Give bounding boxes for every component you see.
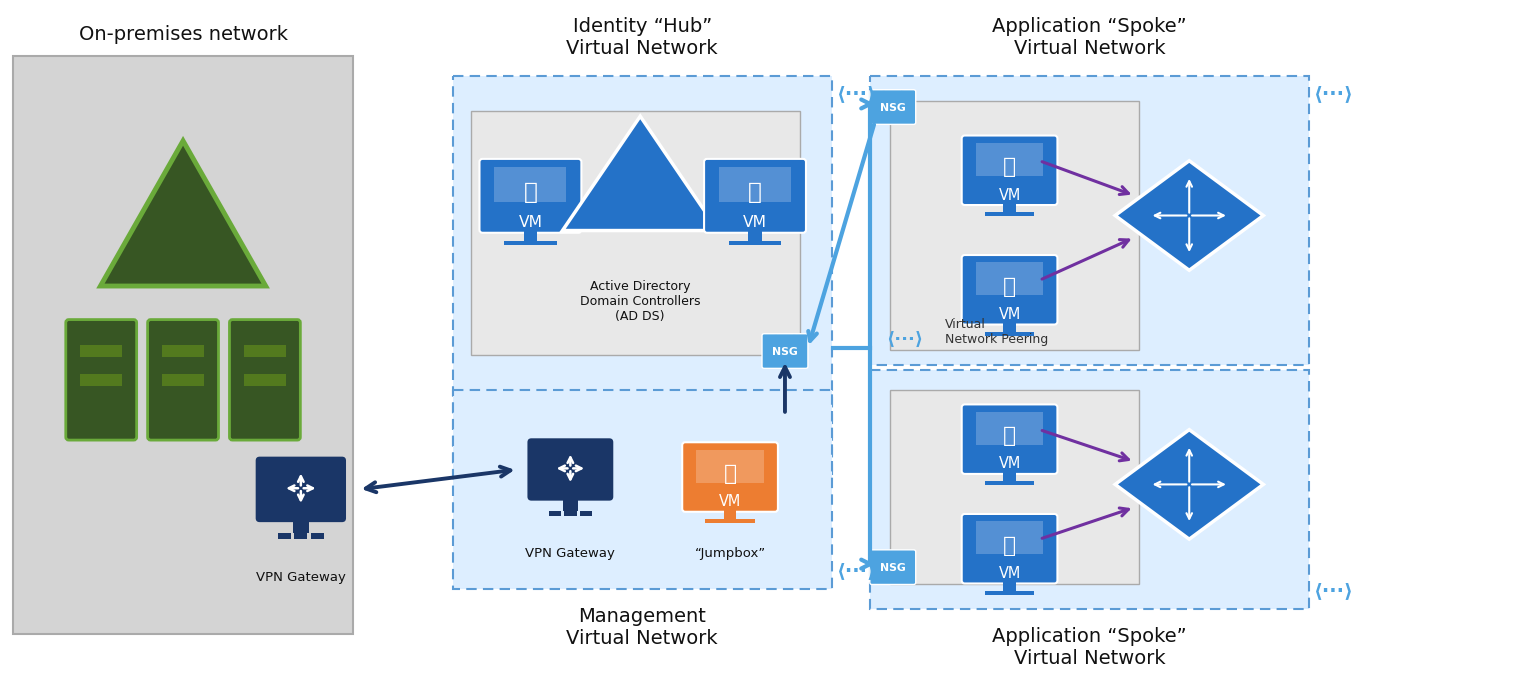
Text: ⟨···⟩: ⟨···⟩	[837, 84, 876, 104]
FancyBboxPatch shape	[147, 319, 218, 440]
Bar	[718, 167, 791, 202]
Bar	[523, 229, 537, 241]
Text: ⎕: ⎕	[748, 181, 761, 204]
Bar	[494, 167, 566, 202]
Text: Virtual
Network Peering: Virtual Network Peering	[944, 318, 1048, 346]
Polygon shape	[562, 116, 718, 231]
Text: ⎕: ⎕	[1002, 157, 1016, 177]
FancyBboxPatch shape	[962, 514, 1058, 584]
Bar	[453, 390, 832, 589]
Text: Active Directory
Domain Controllers
(AD DS): Active Directory Domain Controllers (AD …	[580, 281, 700, 323]
Text: ⎕: ⎕	[523, 181, 537, 204]
FancyBboxPatch shape	[479, 159, 582, 233]
Text: VM: VM	[519, 215, 542, 229]
Bar	[565, 511, 577, 516]
Text: ⎕: ⎕	[1002, 276, 1016, 297]
Text: NSG: NSG	[880, 103, 906, 112]
Text: VM: VM	[998, 307, 1021, 322]
Text: ⟨···⟩: ⟨···⟩	[837, 562, 876, 581]
Text: VM: VM	[718, 494, 741, 509]
Bar	[1004, 321, 1016, 332]
Bar	[976, 522, 1044, 554]
FancyBboxPatch shape	[870, 90, 916, 125]
Bar	[580, 511, 593, 516]
Text: Virtual Network: Virtual Network	[566, 629, 718, 648]
Text: Virtual Network: Virtual Network	[1013, 39, 1165, 58]
FancyBboxPatch shape	[256, 457, 345, 522]
FancyBboxPatch shape	[962, 136, 1058, 205]
Bar	[503, 241, 557, 244]
FancyBboxPatch shape	[229, 319, 301, 440]
Text: VM: VM	[743, 215, 768, 229]
Text: ⎕: ⎕	[1002, 535, 1016, 556]
Polygon shape	[100, 141, 266, 286]
FancyBboxPatch shape	[962, 405, 1058, 474]
Text: Virtual Network: Virtual Network	[566, 39, 718, 58]
Bar	[278, 533, 292, 539]
Bar	[976, 412, 1044, 445]
Text: Application “Spoke”: Application “Spoke”	[992, 17, 1187, 36]
Bar	[453, 76, 832, 475]
Bar	[890, 101, 1139, 350]
Bar	[985, 591, 1035, 595]
Text: Management: Management	[579, 607, 706, 626]
Bar	[985, 481, 1035, 485]
Text: VPN Gateway: VPN Gateway	[525, 547, 616, 560]
FancyBboxPatch shape	[66, 319, 137, 440]
FancyBboxPatch shape	[761, 334, 807, 368]
Bar	[1004, 580, 1016, 591]
FancyBboxPatch shape	[682, 442, 778, 511]
Bar	[976, 262, 1044, 296]
Bar	[310, 533, 324, 539]
Text: Application “Spoke”: Application “Spoke”	[992, 627, 1187, 646]
Bar	[729, 241, 781, 244]
Bar	[976, 143, 1044, 176]
Bar	[163, 374, 204, 385]
Bar	[1004, 471, 1016, 481]
Text: NSG: NSG	[880, 563, 906, 573]
Bar	[985, 212, 1035, 216]
Bar	[870, 76, 1309, 365]
FancyBboxPatch shape	[962, 255, 1058, 325]
Text: ⟨···⟩: ⟨···⟩	[1314, 582, 1354, 601]
Bar	[80, 345, 121, 357]
Text: VM: VM	[998, 187, 1021, 202]
Text: Virtual Network: Virtual Network	[1013, 649, 1165, 668]
Text: VM: VM	[998, 566, 1021, 581]
Text: On-premises network: On-premises network	[78, 25, 287, 44]
FancyBboxPatch shape	[528, 439, 614, 501]
Bar	[697, 449, 764, 483]
Bar	[163, 345, 204, 357]
FancyBboxPatch shape	[705, 159, 806, 233]
Bar	[563, 496, 577, 511]
Text: VPN Gateway: VPN Gateway	[256, 571, 345, 584]
Bar	[14, 56, 353, 634]
Bar	[548, 511, 560, 516]
Text: ⎕: ⎕	[723, 464, 737, 484]
FancyBboxPatch shape	[870, 550, 916, 584]
Bar	[870, 370, 1309, 609]
Bar	[471, 111, 800, 355]
Bar	[985, 332, 1035, 336]
Bar	[295, 533, 307, 539]
Bar	[890, 390, 1139, 584]
Bar	[723, 509, 737, 519]
Text: “Jumpbox”: “Jumpbox”	[694, 547, 766, 560]
Bar	[706, 519, 755, 523]
Text: VM: VM	[998, 456, 1021, 471]
Text: ⟨···⟩: ⟨···⟩	[1314, 84, 1354, 104]
Bar	[293, 518, 309, 533]
Text: ⟨···⟩: ⟨···⟩	[886, 331, 924, 349]
Text: NSG: NSG	[772, 347, 798, 357]
Polygon shape	[1114, 430, 1263, 539]
Bar	[244, 345, 286, 357]
Bar	[244, 374, 286, 385]
Text: Identity “Hub”: Identity “Hub”	[573, 17, 712, 36]
Bar	[1004, 202, 1016, 212]
Text: ⎕: ⎕	[1002, 426, 1016, 446]
Bar	[748, 229, 761, 241]
Polygon shape	[1114, 161, 1263, 270]
Bar	[80, 374, 121, 385]
